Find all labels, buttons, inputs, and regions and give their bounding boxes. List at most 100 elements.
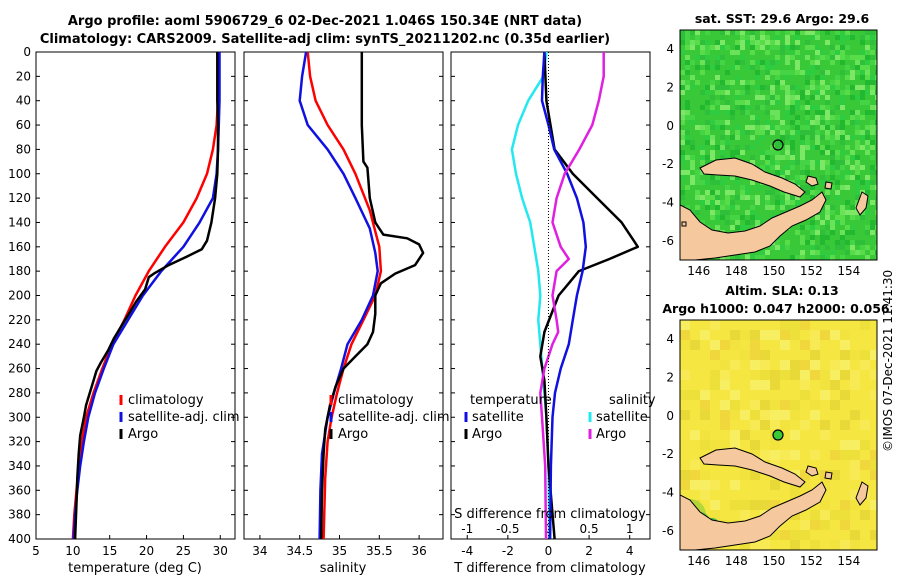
sla-cell: [690, 480, 700, 490]
series-line-salinity-satellite: [540, 51, 588, 540]
sst-cell: [750, 255, 755, 260]
series-line-climatology: [71, 51, 221, 540]
sst-cell: [845, 240, 850, 245]
sst-cell: [725, 100, 730, 105]
sst-cell: [820, 90, 825, 95]
sst-cell: [790, 150, 795, 155]
sst-cell: [720, 45, 725, 50]
sst-cell: [785, 60, 790, 65]
legend-title-salinity: salinity: [609, 393, 656, 408]
sst-cell: [830, 250, 835, 255]
sst-cell: [805, 170, 810, 175]
sst-cell: [845, 55, 850, 60]
sst-cell: [835, 90, 840, 95]
sst-cell: [860, 55, 865, 60]
sst-cell: [775, 115, 780, 120]
map-y-tick-label: -6: [662, 524, 674, 538]
sst-cell: [735, 75, 740, 80]
sst-cell: [750, 35, 755, 40]
sst-cell: [820, 70, 825, 75]
x-tick-label: 5: [32, 544, 40, 558]
sst-cell: [870, 165, 875, 170]
sst-cell: [715, 225, 720, 230]
sst-cell: [820, 230, 825, 235]
sst-cell: [740, 215, 745, 220]
sst-cell: [805, 130, 810, 135]
sst-cell: [795, 100, 800, 105]
sst-cell: [760, 95, 765, 100]
sst-cell: [765, 200, 770, 205]
sst-cell: [700, 45, 705, 50]
sla-cell: [690, 470, 700, 480]
sst-cell: [860, 240, 865, 245]
sst-cell: [705, 155, 710, 160]
sla-cell: [840, 540, 850, 550]
sst-cell: [750, 145, 755, 150]
sla-cell: [680, 340, 690, 350]
sla-cell: [740, 330, 750, 340]
sla-cell: [840, 340, 850, 350]
sst-cell: [755, 125, 760, 130]
sst-cell: [680, 80, 685, 85]
sst-cell: [855, 145, 860, 150]
sst-cell: [805, 140, 810, 145]
sst-cell: [705, 180, 710, 185]
sst-cell: [830, 165, 835, 170]
sst-cell: [705, 65, 710, 70]
sst-cell: [715, 75, 720, 80]
sst-cell: [855, 215, 860, 220]
x-tick-label: 15: [102, 544, 117, 558]
sst-cell: [865, 75, 870, 80]
sst-cell: [870, 155, 875, 160]
sst-cell: [845, 170, 850, 175]
sst-cell: [820, 235, 825, 240]
sst-cell: [715, 215, 720, 220]
sla-cell: [800, 520, 810, 530]
sst-cell: [680, 160, 685, 165]
sst-cell: [725, 200, 730, 205]
sst-cell: [805, 45, 810, 50]
sla-cell: [860, 360, 870, 370]
sst-cell: [845, 225, 850, 230]
sst-cell: [700, 105, 705, 110]
sst-cell: [685, 55, 690, 60]
sla-cell: [700, 430, 710, 440]
sst-cell: [745, 65, 750, 70]
sst-cell: [775, 70, 780, 75]
x-top-tick-label: -1: [461, 522, 473, 536]
sla-cell: [700, 480, 710, 490]
sst-cell: [735, 135, 740, 140]
sst-cell: [815, 85, 820, 90]
sst-cell: [870, 145, 875, 150]
argo-float-marker: [772, 429, 784, 441]
x-tick-label: 20: [139, 544, 154, 558]
sst-cell: [800, 135, 805, 140]
sst-cell: [765, 110, 770, 115]
sst-cell: [870, 35, 875, 40]
sst-cell: [710, 80, 715, 85]
sst-cell: [810, 255, 815, 260]
legend-label-t-argo: Argo: [472, 427, 502, 442]
sst-cell: [750, 215, 755, 220]
sst-cell: [830, 255, 835, 260]
sst-cell: [790, 145, 795, 150]
sst-cell: [850, 205, 855, 210]
sla-cell: [700, 330, 710, 340]
sst-cell: [845, 85, 850, 90]
sst-cell: [835, 80, 840, 85]
sst-cell: [715, 200, 720, 205]
sst-cell: [760, 165, 765, 170]
sst-cell: [775, 45, 780, 50]
sst-cell: [850, 155, 855, 160]
sst-cell: [825, 30, 830, 35]
sst-cell: [790, 155, 795, 160]
sst-cell: [725, 210, 730, 215]
sst-cell: [825, 215, 830, 220]
sst-cell: [870, 55, 875, 60]
sla-cell: [740, 540, 750, 550]
sst-cell: [765, 60, 770, 65]
series-line-salinity-argo: [539, 52, 605, 540]
sla-cell: [790, 490, 800, 500]
map-x-tick-label: 152: [800, 264, 823, 278]
sst-cell: [815, 225, 820, 230]
